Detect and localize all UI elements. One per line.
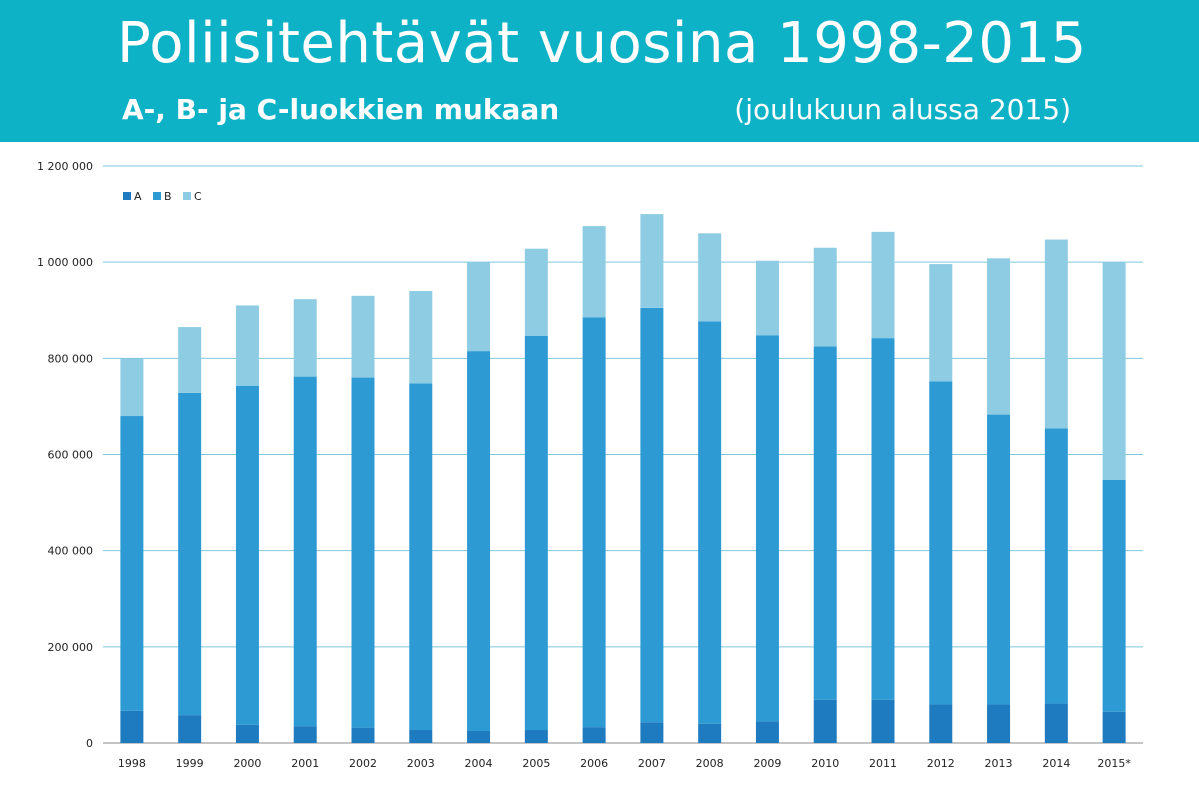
x-tick-label: 2012	[927, 757, 955, 770]
bar-C-2001	[293, 299, 317, 377]
bar-C-1998	[120, 358, 144, 417]
bar-B-2001	[293, 376, 317, 727]
y-tick-label: 800 000	[48, 352, 94, 365]
bar-C-2014	[1044, 239, 1068, 429]
x-tick-label: 2008	[696, 757, 724, 770]
bar-A-2007	[640, 722, 664, 743]
legend-swatch-C	[183, 192, 191, 200]
grid-lines	[103, 165, 1143, 744]
x-tick-labels: 1998 1999 2000 2001 2002 2003 2004 2005 2006 2007…	[118, 757, 1131, 770]
bar-B-2012	[929, 381, 953, 705]
bar-C-2013	[987, 258, 1011, 415]
bar-A-2012	[929, 704, 953, 743]
bar-A-2010	[813, 699, 837, 743]
x-tick-label: 2006	[580, 757, 608, 770]
y-tick-label: 600 000	[48, 449, 94, 462]
x-tick-label: 2001	[291, 757, 319, 770]
header-banner: Poliisitehtävät vuosina 1998-2015 A-, B-…	[0, 0, 1199, 142]
legend-swatch-B	[153, 192, 161, 200]
bar-A-2000	[235, 724, 259, 743]
bar-C-2010	[813, 247, 837, 347]
legend-label-C: C	[194, 190, 202, 203]
bar-B-2000	[235, 385, 259, 725]
bar-A-2001	[293, 726, 317, 743]
bar-C-2007	[640, 214, 664, 308]
x-tick-label: 1999	[176, 757, 204, 770]
page-title: Poliisitehtävät vuosina 1998-2015	[117, 11, 1087, 76]
bar-A-1998	[120, 710, 144, 743]
y-tick-labels: 0 200 000 400 000 600 000 800 000 1 000 000 1 …	[37, 160, 93, 750]
x-tick-label: 2003	[407, 757, 435, 770]
page-subtitle: A-, B- ja C-luokkien mukaan	[122, 93, 560, 126]
bar-C-2000	[235, 305, 259, 386]
bar-C-2015*	[1102, 262, 1126, 480]
bar-C-2012	[929, 264, 953, 382]
bar-B-2011	[871, 338, 895, 700]
bar-B-2014	[1044, 428, 1068, 704]
bar-B-2007	[640, 307, 664, 723]
x-tick-label: 2005	[522, 757, 550, 770]
y-tick-label: 400 000	[48, 545, 94, 558]
legend-label-B: B	[164, 190, 172, 203]
bar-B-2013	[987, 414, 1011, 705]
bar-B-2003	[409, 383, 433, 731]
legend: A B C	[123, 190, 202, 203]
bar-A-2004	[467, 730, 491, 743]
bar-A-2006	[582, 727, 606, 743]
y-tick-label: 200 000	[48, 641, 94, 654]
x-tick-label: 2004	[465, 757, 493, 770]
bar-B-2015*	[1102, 479, 1126, 712]
stacked-bar-chart: 0 200 000 400 000 600 000 800 000 1 000 000 1 …	[37, 160, 1143, 770]
bar-A-2005	[524, 730, 548, 743]
bar-A-2014	[1044, 703, 1068, 743]
bar-A-2002	[351, 727, 375, 743]
bar-B-2002	[351, 377, 375, 728]
bar-C-2003	[409, 291, 433, 384]
bar-C-2008	[698, 233, 722, 322]
bar-C-2002	[351, 295, 375, 378]
x-tick-label: 2010	[811, 757, 839, 770]
x-tick-label: 2014	[1042, 757, 1070, 770]
x-tick-label: 2009	[753, 757, 781, 770]
x-tick-label: 2013	[985, 757, 1013, 770]
legend-label-A: A	[134, 190, 142, 203]
bar-C-2005	[524, 248, 548, 336]
bar-A-2013	[987, 704, 1011, 743]
x-tick-label: 2002	[349, 757, 377, 770]
bar-C-2004	[467, 262, 491, 352]
bar-A-2003	[409, 730, 433, 743]
bar-C-2009	[755, 260, 779, 336]
bar-A-1999	[178, 715, 202, 743]
y-tick-label: 1 200 000	[37, 160, 93, 173]
bar-B-2010	[813, 346, 837, 700]
bar-C-2006	[582, 226, 606, 318]
x-tick-label: 2015*	[1097, 757, 1131, 770]
bar-B-1999	[178, 392, 202, 716]
y-tick-label: 0	[86, 737, 93, 750]
bar-B-2008	[698, 321, 722, 724]
bar-C-2011	[871, 231, 895, 339]
y-tick-label: 1 000 000	[37, 256, 93, 269]
bar-B-2004	[467, 351, 491, 731]
bar-C-1999	[178, 327, 202, 393]
date-note: (joulukuun alussa 2015)	[734, 93, 1071, 126]
bar-A-2008	[698, 723, 722, 743]
x-tick-label: 1998	[118, 757, 146, 770]
legend-swatch-A	[123, 192, 131, 200]
bars	[120, 214, 1126, 743]
bar-B-2005	[524, 335, 548, 731]
bar-A-2015*	[1102, 711, 1126, 743]
bar-B-2009	[755, 335, 779, 722]
x-tick-label: 2007	[638, 757, 666, 770]
bar-A-2011	[871, 699, 895, 743]
bar-A-2009	[755, 721, 779, 743]
bar-B-2006	[582, 317, 606, 728]
x-tick-label: 2000	[233, 757, 261, 770]
x-tick-label: 2011	[869, 757, 897, 770]
bar-B-1998	[120, 416, 144, 711]
